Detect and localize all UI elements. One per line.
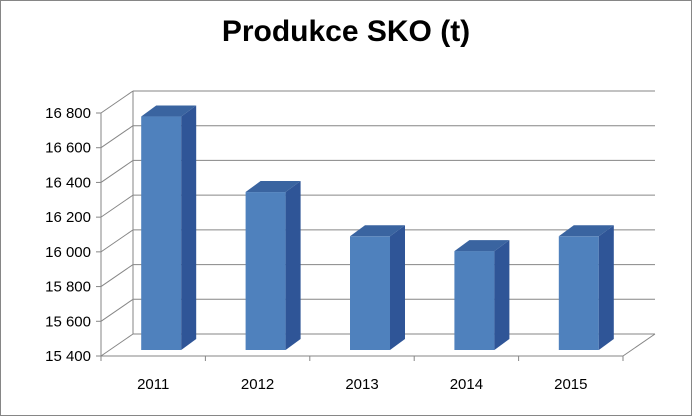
x-tick-label: 2014 [450,376,483,393]
bar-top-2014 [454,240,510,252]
gridline-connector [100,264,134,287]
bar-front-2013 [350,236,390,350]
bar-side-2015 [598,225,614,350]
bar-front-2014 [454,251,495,350]
bar-top-2013 [350,225,405,237]
y-tick-label: 15 600 [45,313,91,330]
y-tick-label: 16 000 [45,244,91,261]
gridline-connector [100,229,134,253]
bar-front-2015 [558,236,599,350]
y-tick-label: 16 400 [45,174,91,191]
y-tick-label: 16 800 [45,105,91,122]
x-tick-label: 2012 [241,376,274,393]
chart-title: Produkce SKO (t) [221,15,471,48]
gridline-connector [100,125,134,149]
x-tick-label: 2011 [137,376,169,393]
x-tick-label: 2015 [554,376,587,393]
x-tick-label: 2013 [345,376,378,393]
gridline-connector [100,160,134,183]
y-tick-label: 16 600 [45,140,91,157]
bar-side-2011 [181,105,197,351]
bar-side-2013 [390,225,405,350]
bar-front-2011 [141,116,182,351]
floor-right-edge [622,333,656,357]
bar-top-2012 [245,181,301,193]
gridline-connector [100,90,134,114]
gridline-connector [100,298,134,322]
gridline-connector [100,333,134,357]
y-tick-label: 15 400 [45,348,91,365]
bar-side-2012 [285,181,301,350]
y-tick-label: 15 800 [45,279,91,296]
y-tick-label: 16 200 [45,209,91,226]
bar-top-2011 [141,105,197,117]
bar-front-2012 [245,192,286,350]
gridline-connector [100,194,134,218]
bar-side-2014 [494,240,510,350]
bar-top-2015 [558,225,614,237]
